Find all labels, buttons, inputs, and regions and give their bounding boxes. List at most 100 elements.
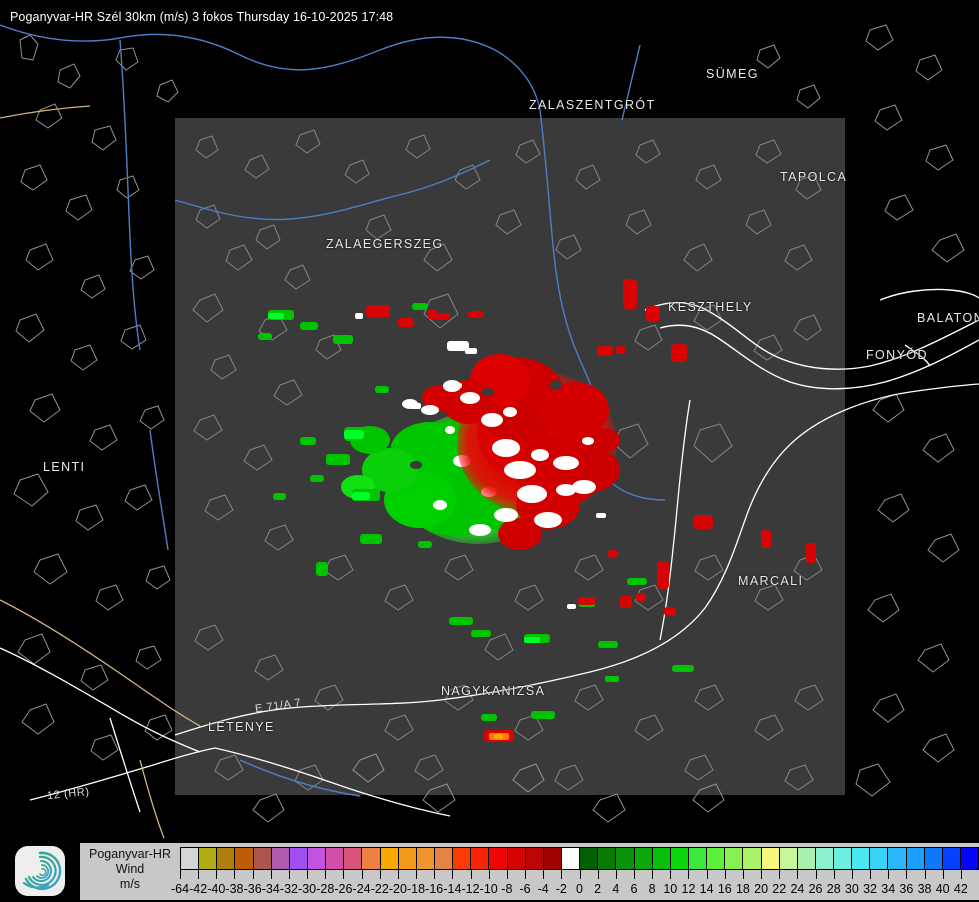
legend-tick-39 (888, 870, 890, 879)
legend-swatch-15 (453, 848, 472, 869)
city-label-lenti: LENTI (43, 460, 86, 474)
legend-tick-label-43: 42 (953, 882, 968, 896)
hydrometeorology-spiral-logo[interactable] (14, 845, 66, 897)
outbound-velocity-lobe (422, 354, 620, 550)
legend-tick-label-10: -24 (352, 882, 371, 896)
legend-tick-label-2: -40 (207, 882, 226, 896)
legend-swatch-38 (870, 848, 889, 869)
legend-tick-41 (924, 870, 926, 879)
legend-tick-label-28: 12 (681, 882, 696, 896)
legend-tick-label-5: -34 (261, 882, 280, 896)
legend-tick-7 (307, 870, 309, 879)
legend-swatch-9 (344, 848, 363, 869)
legend-tick-label-23: 2 (594, 882, 602, 896)
legend-tick-label-41: 38 (917, 882, 932, 896)
legend-tick-14 (434, 870, 436, 879)
city-label-zalaszentgrot: ZALASZENTGRÓT (529, 98, 656, 112)
radar-map-canvas[interactable]: Poganyvar-HR Szél 30km (m/s) 3 fokos Thu… (0, 0, 979, 838)
city-label-letenye: LETENYE (208, 720, 275, 734)
legend-tick-label-13: -18 (407, 882, 426, 896)
legend-tick-label-19: -6 (519, 882, 531, 896)
legend-tick-36 (833, 870, 835, 879)
legend-swatch-41 (924, 848, 943, 869)
page-title: Poganyvar-HR Szél 30km (m/s) 3 fokos Thu… (10, 10, 394, 24)
legend-tick-label-34: 24 (790, 882, 805, 896)
legend-swatch-28 (688, 848, 708, 869)
city-label-marcali: MARCALI (738, 574, 804, 588)
legend-swatch-17 (489, 848, 508, 869)
legend-tick-40 (906, 870, 908, 879)
legend-quantity-label: Wind (115, 862, 145, 876)
legend-swatch-12 (398, 848, 417, 869)
legend-swatch-25 (634, 848, 653, 869)
legend-tick-label-3: -38 (225, 882, 244, 896)
legend-tick-20 (543, 870, 545, 879)
legend-tick-19 (525, 870, 527, 879)
legend-tick-label-32: 20 (754, 882, 769, 896)
legend-scale[interactable]: -64 -42 -40 -38 -36 -34 -32 -30 -28 -26 -24 -22 -20-… (171, 843, 979, 900)
legend-tick-16 (470, 870, 472, 879)
legend-swatch-10 (362, 848, 381, 869)
legend-tick-label-22: 0 (576, 882, 583, 896)
city-label-balatonbo: BALATONBO (917, 311, 979, 325)
legend-tick-18 (506, 870, 508, 879)
legend-swatch-16 (471, 848, 490, 869)
legend-tick-35 (815, 870, 817, 879)
legend-tick-10 (361, 870, 363, 879)
legend-tick-28 (688, 870, 690, 879)
zero-isodop-band (402, 380, 596, 536)
legend-swatch-14 (434, 848, 454, 869)
legend-tick-label-24: 4 (612, 882, 620, 896)
legend-tick-label-40: 36 (899, 882, 914, 896)
legend-tick-label-38: 32 (863, 882, 877, 896)
legend-tick-label-16: -12 (461, 882, 480, 896)
legend-tick-label-9: -26 (334, 882, 353, 896)
doppler-velocity-field (258, 279, 816, 742)
legend-swatch-33 (779, 848, 798, 869)
city-label-fonyod: FONYÓD (866, 348, 928, 362)
legend-swatch-0 (181, 848, 200, 869)
legend-tick-label-39: 34 (881, 882, 896, 896)
legend-tick-29 (706, 870, 708, 879)
legend-tick-8 (325, 870, 327, 879)
legend-swatch-6 (289, 848, 308, 869)
legend-color-swatches (180, 847, 979, 870)
legend-tick-label-30: 16 (717, 882, 732, 896)
intense-cell-echo (484, 730, 514, 742)
legend-tick-15 (452, 870, 454, 879)
legend-tick-label-12: -20 (388, 882, 407, 896)
legend-swatch-36 (834, 848, 853, 869)
legend-tick-label-36: 28 (826, 882, 841, 896)
legend-tick-labels: -64 -42 -40 -38 -36 -34 -32 -30 -28 -26 -24 -22 -20-… (171, 882, 979, 900)
legend-tick-17 (488, 870, 490, 879)
legend-tick-label-27: 10 (663, 882, 678, 896)
legend-tick-label-20: -4 (537, 882, 549, 896)
legend-tick-11 (379, 870, 381, 879)
legend-swatch-29 (707, 848, 726, 869)
legend-tick-2 (216, 870, 218, 879)
legend-tick-label-1: -42 (189, 882, 208, 896)
legend-tick-5 (270, 870, 272, 879)
legend-swatch-7 (307, 848, 327, 869)
legend-tick-label-8: -28 (316, 882, 335, 896)
legend-swatch-37 (852, 848, 871, 869)
legend-swatch-3 (235, 848, 254, 869)
legend-swatch-40 (906, 848, 925, 869)
legend-tick-label-4: -36 (243, 882, 262, 896)
legend-tick-label-21: -2 (555, 882, 567, 896)
legend-tick-label-35: 26 (808, 882, 823, 896)
legend-tick-0 (180, 870, 181, 879)
city-label-sumeg: SÜMEG (706, 67, 759, 81)
legend-swatch-31 (743, 848, 762, 869)
legend-swatch-5 (271, 848, 290, 869)
legend-tick-24 (615, 870, 617, 879)
legend-tick-label-11: -22 (370, 882, 389, 896)
legend-tick-3 (234, 870, 236, 879)
legend-swatch-19 (525, 848, 544, 869)
legend-tick-label-15: -14 (443, 882, 462, 896)
legend-swatch-42 (942, 848, 962, 869)
legend-swatch-1 (199, 848, 218, 869)
road-network-major (0, 383, 979, 817)
legend-swatch-32 (761, 848, 780, 869)
legend-tick-label-25: 6 (630, 882, 638, 896)
